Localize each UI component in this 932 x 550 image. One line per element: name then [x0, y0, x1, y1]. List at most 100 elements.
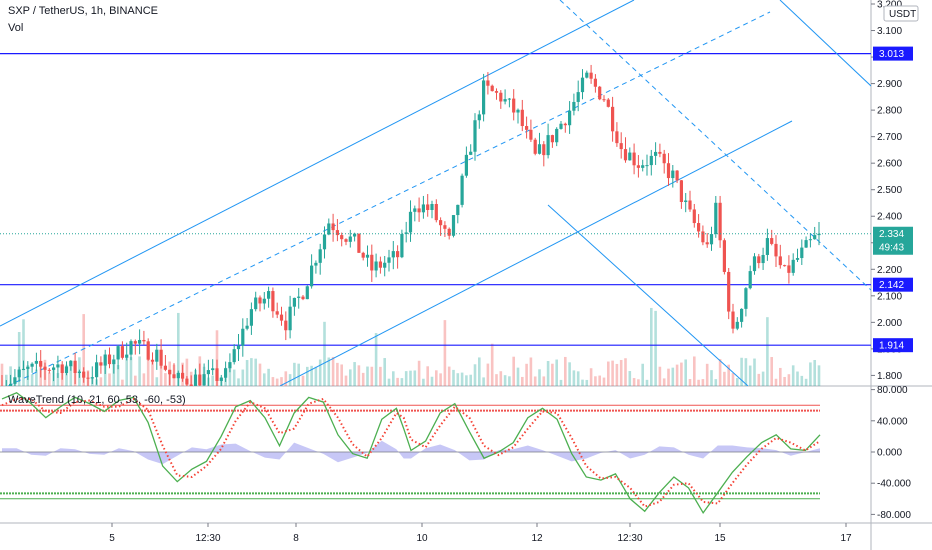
- candle-body: [675, 170, 679, 181]
- candle-body: [477, 114, 481, 121]
- candle-body: [292, 297, 296, 307]
- candle-body: [654, 151, 658, 156]
- volume-bar: [766, 317, 769, 386]
- chart-title[interactable]: SXP / TetherUS, 1h, BINANCE: [8, 5, 158, 17]
- candle-body: [791, 259, 795, 273]
- time-tick-label: 12: [531, 533, 543, 544]
- candle-body: [735, 321, 739, 329]
- volume-bar: [740, 357, 743, 386]
- volume-bar: [654, 310, 657, 386]
- candle-body: [688, 200, 692, 210]
- volume-bar: [796, 371, 799, 386]
- volume-bar: [508, 376, 511, 386]
- volume-bar: [736, 378, 739, 386]
- price-tick-label: 2.000: [877, 318, 902, 329]
- candle-body: [279, 314, 284, 321]
- candle-body: [21, 368, 26, 370]
- level-badge: 2.142: [873, 277, 913, 292]
- candle-body: [417, 208, 421, 213]
- candle-body: [563, 123, 567, 126]
- volume-bar: [129, 357, 133, 386]
- volume-bar: [602, 377, 606, 386]
- candle-body: [383, 262, 387, 268]
- volume-bar: [116, 365, 120, 386]
- candle-body: [387, 257, 391, 263]
- countdown-label: 49:43: [879, 243, 904, 254]
- candle-body: [658, 151, 662, 154]
- volume-bar: [151, 361, 154, 386]
- candle-body: [598, 86, 602, 100]
- price-tick-label: 2.800: [877, 106, 902, 117]
- time-tick-label: 5: [109, 533, 115, 544]
- trend-line[interactable]: [0, 0, 635, 327]
- candle-body: [314, 262, 318, 266]
- volume-bar: [787, 374, 791, 386]
- candle-body: [193, 374, 198, 386]
- candle-body: [112, 359, 116, 365]
- osc-tick-label: -40.000: [877, 479, 911, 490]
- candle-body: [602, 99, 606, 101]
- volume-bar: [387, 378, 391, 386]
- wavetrend-pane: [0, 391, 821, 515]
- trend-line[interactable]: [779, 0, 871, 87]
- candle-body: [628, 152, 632, 161]
- volume-bar: [529, 357, 533, 386]
- price-tick-label: 1.800: [877, 371, 902, 382]
- volume-bar: [430, 376, 434, 386]
- candle-body: [305, 286, 309, 300]
- volume-bar: [426, 366, 429, 386]
- volume-bar: [607, 361, 610, 386]
- candle-body: [714, 202, 718, 235]
- wavetrend-wt1-line: [1, 391, 821, 515]
- candle-body: [168, 369, 172, 375]
- volume-bar: [211, 375, 214, 386]
- candle-body: [546, 135, 550, 156]
- level-badge-label: 2.142: [879, 280, 904, 291]
- volume-bar: [779, 367, 782, 386]
- candle-body: [770, 238, 774, 244]
- volume-bar: [783, 376, 786, 386]
- candle-body: [525, 126, 529, 130]
- trend-line-dashed[interactable]: [0, 11, 771, 390]
- candle-body: [172, 374, 176, 379]
- trend-line[interactable]: [279, 120, 793, 386]
- candle-body: [9, 383, 13, 386]
- candle-body: [52, 367, 56, 370]
- volume-bar: [112, 361, 116, 386]
- candle-body: [211, 368, 215, 371]
- candle-body: [499, 92, 503, 102]
- volume-bar: [323, 321, 326, 386]
- volume-bar: [65, 364, 68, 386]
- volume-bar: [340, 364, 343, 386]
- candle-body: [400, 233, 404, 258]
- volume-bar: [258, 363, 262, 386]
- candle-body: [679, 180, 683, 202]
- candle-body: [340, 235, 344, 240]
- volume-bar: [538, 369, 541, 386]
- time-tick-label: 17: [840, 533, 852, 544]
- currency-button[interactable]: USDT: [883, 5, 919, 22]
- candle-body: [353, 233, 357, 237]
- candle-body: [709, 234, 714, 245]
- volume-bar: [564, 356, 567, 386]
- volume-bar: [185, 358, 189, 386]
- volume-bar: [572, 370, 576, 386]
- candle-body: [490, 85, 494, 92]
- candle-body: [13, 377, 17, 384]
- wavetrend-legend[interactable]: WaveTrend (10, 21, 60, 53, -60, -53): [8, 394, 186, 406]
- volume-bar: [495, 374, 498, 386]
- volume-bar: [146, 359, 150, 386]
- candle-body: [507, 98, 511, 100]
- volume-bar: [533, 376, 537, 386]
- osc-tick-label: 40.000: [877, 416, 908, 427]
- volume-bar: [516, 367, 520, 386]
- candle-body: [787, 265, 791, 273]
- trend-line[interactable]: [547, 204, 749, 386]
- volume-bar: [56, 373, 60, 386]
- candle-body: [30, 363, 34, 367]
- candle-body: [761, 254, 765, 264]
- volume-bar: [757, 373, 761, 386]
- volume-bar: [99, 377, 103, 386]
- volume-legend[interactable]: Vol: [8, 22, 23, 34]
